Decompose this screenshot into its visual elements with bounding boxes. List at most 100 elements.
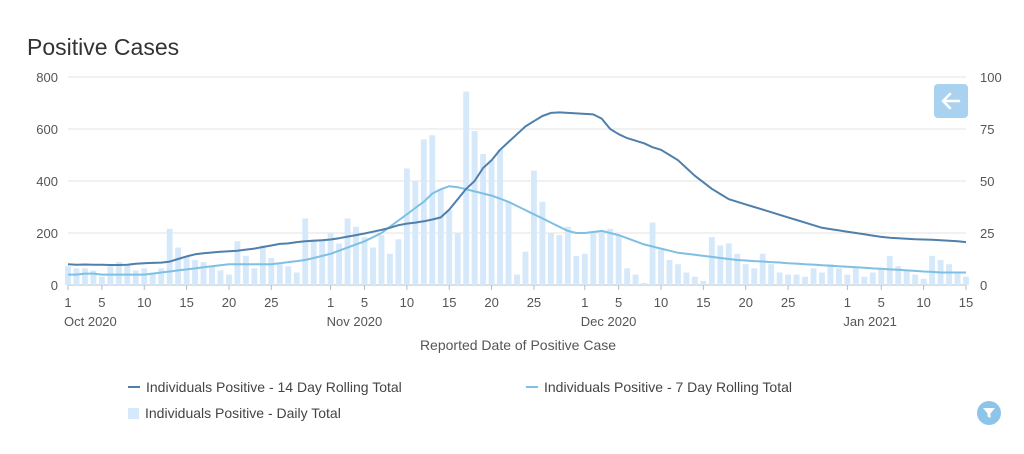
daily-bar [412,181,419,285]
daily-bar [522,251,529,285]
x-tick-label: 5 [878,295,885,310]
x-tick-label: 10 [137,295,151,310]
daily-bar [708,237,715,285]
daily-bar [878,268,885,285]
daily-bar [420,139,427,285]
daily-bar [234,241,241,285]
x-tick-label: 1 [327,295,334,310]
right-tick-label: 50 [980,174,994,189]
x-tick-label: 10 [400,295,414,310]
daily-bar [302,218,309,285]
daily-bar [946,264,952,285]
daily-bar [742,264,749,285]
x-tick-label: 5 [615,295,622,310]
daily-bar [98,276,105,285]
x-month-label: Dec 2020 [581,314,637,329]
daily-bar [734,253,741,285]
filter-button[interactable] [977,401,1001,425]
daily-bar [454,233,461,285]
x-tick-label: 1 [844,295,851,310]
legend-label-7day: Individuals Positive - 7 Day Rolling Tot… [544,379,792,395]
daily-bar [827,264,834,285]
rolling-lines [67,111,967,276]
daily-bar [488,160,495,285]
daily-bar [531,170,537,285]
daily-bar [386,253,393,285]
daily-bar [217,270,224,285]
daily-bar [395,239,402,285]
daily-bar [183,255,190,285]
axes: 0 0 200 25 400 50 600 75 800 100 [36,70,1001,293]
daily-bar [886,255,893,285]
daily-bar [564,226,571,285]
x-tick-label: 15 [179,295,193,310]
x-axis-ticks: 1 5 10 15 20 25 1 5 10 15 20 25 1 5 10 15 20 25 1 5 10 15Oct … [64,285,973,329]
right-tick-label: 75 [980,122,994,137]
daily-bar [514,274,520,285]
daily-bar [598,230,605,285]
daily-bar [691,276,698,285]
daily-bar [327,233,334,285]
filter-icon [983,408,995,418]
daily-bar [336,243,343,285]
legend-box-icon [128,407,139,419]
daily-bar [403,168,410,285]
x-tick-label: 20 [484,295,498,310]
daily-bar [751,268,758,285]
daily-bar [65,266,71,285]
daily-bar [82,268,88,285]
daily-bar [310,239,317,285]
daily-bar [793,274,800,285]
legend-item-7day[interactable]: Individuals Positive - 7 Day Rolling Tot… [526,379,792,395]
back-button[interactable] [934,84,968,118]
daily-bar [615,235,622,285]
daily-bar [242,255,249,285]
daily-bar [920,278,927,285]
daily-bar [929,255,936,285]
x-axis-title: Reported Date of Positive Case [420,337,616,353]
daily-bar [666,260,673,285]
x-tick-label: 5 [98,295,105,310]
x-tick-label: 15 [696,295,710,310]
daily-bar [175,247,182,285]
daily-bar [581,253,588,285]
daily-bar [573,255,580,285]
daily-bar [556,235,563,285]
daily-bar [607,228,614,285]
left-tick-label: 600 [36,122,58,137]
daily-bar [497,149,503,285]
legend-line-icon [526,386,538,388]
daily-bar [285,266,292,285]
legend-item-14day[interactable]: Individuals Positive - 14 Day Rolling To… [128,379,402,395]
daily-bar [107,266,114,285]
daily-bar [861,276,868,285]
x-month-label: Jan 2021 [843,314,897,329]
daily-bar [835,268,842,285]
left-arrow-icon [941,92,961,110]
daily-bar [641,282,648,285]
daily-bar [319,239,326,285]
rolling-7day-line [68,185,966,276]
rolling-14day-line [67,111,967,266]
daily-bar [429,135,436,285]
daily-bar [912,274,919,285]
daily-bar [132,270,139,285]
x-tick-label: 20 [222,295,236,310]
right-tick-label: 100 [980,70,1002,85]
daily-bar [683,272,690,285]
daily-total-bars [65,91,969,285]
daily-bar [73,268,80,285]
legend-label-daily: Individuals Positive - Daily Total [145,405,341,421]
daily-bar [844,274,851,285]
left-tick-label: 800 [36,70,58,85]
legend-item-daily[interactable]: Individuals Positive - Daily Total [128,405,341,421]
daily-bar [624,268,631,285]
right-tick-label: 0 [980,278,987,293]
x-tick-label: 10 [654,295,668,310]
daily-bar [658,249,664,285]
daily-bar [649,222,656,285]
daily-bar [675,264,681,285]
daily-bar [759,253,766,285]
daily-bar [785,274,792,285]
